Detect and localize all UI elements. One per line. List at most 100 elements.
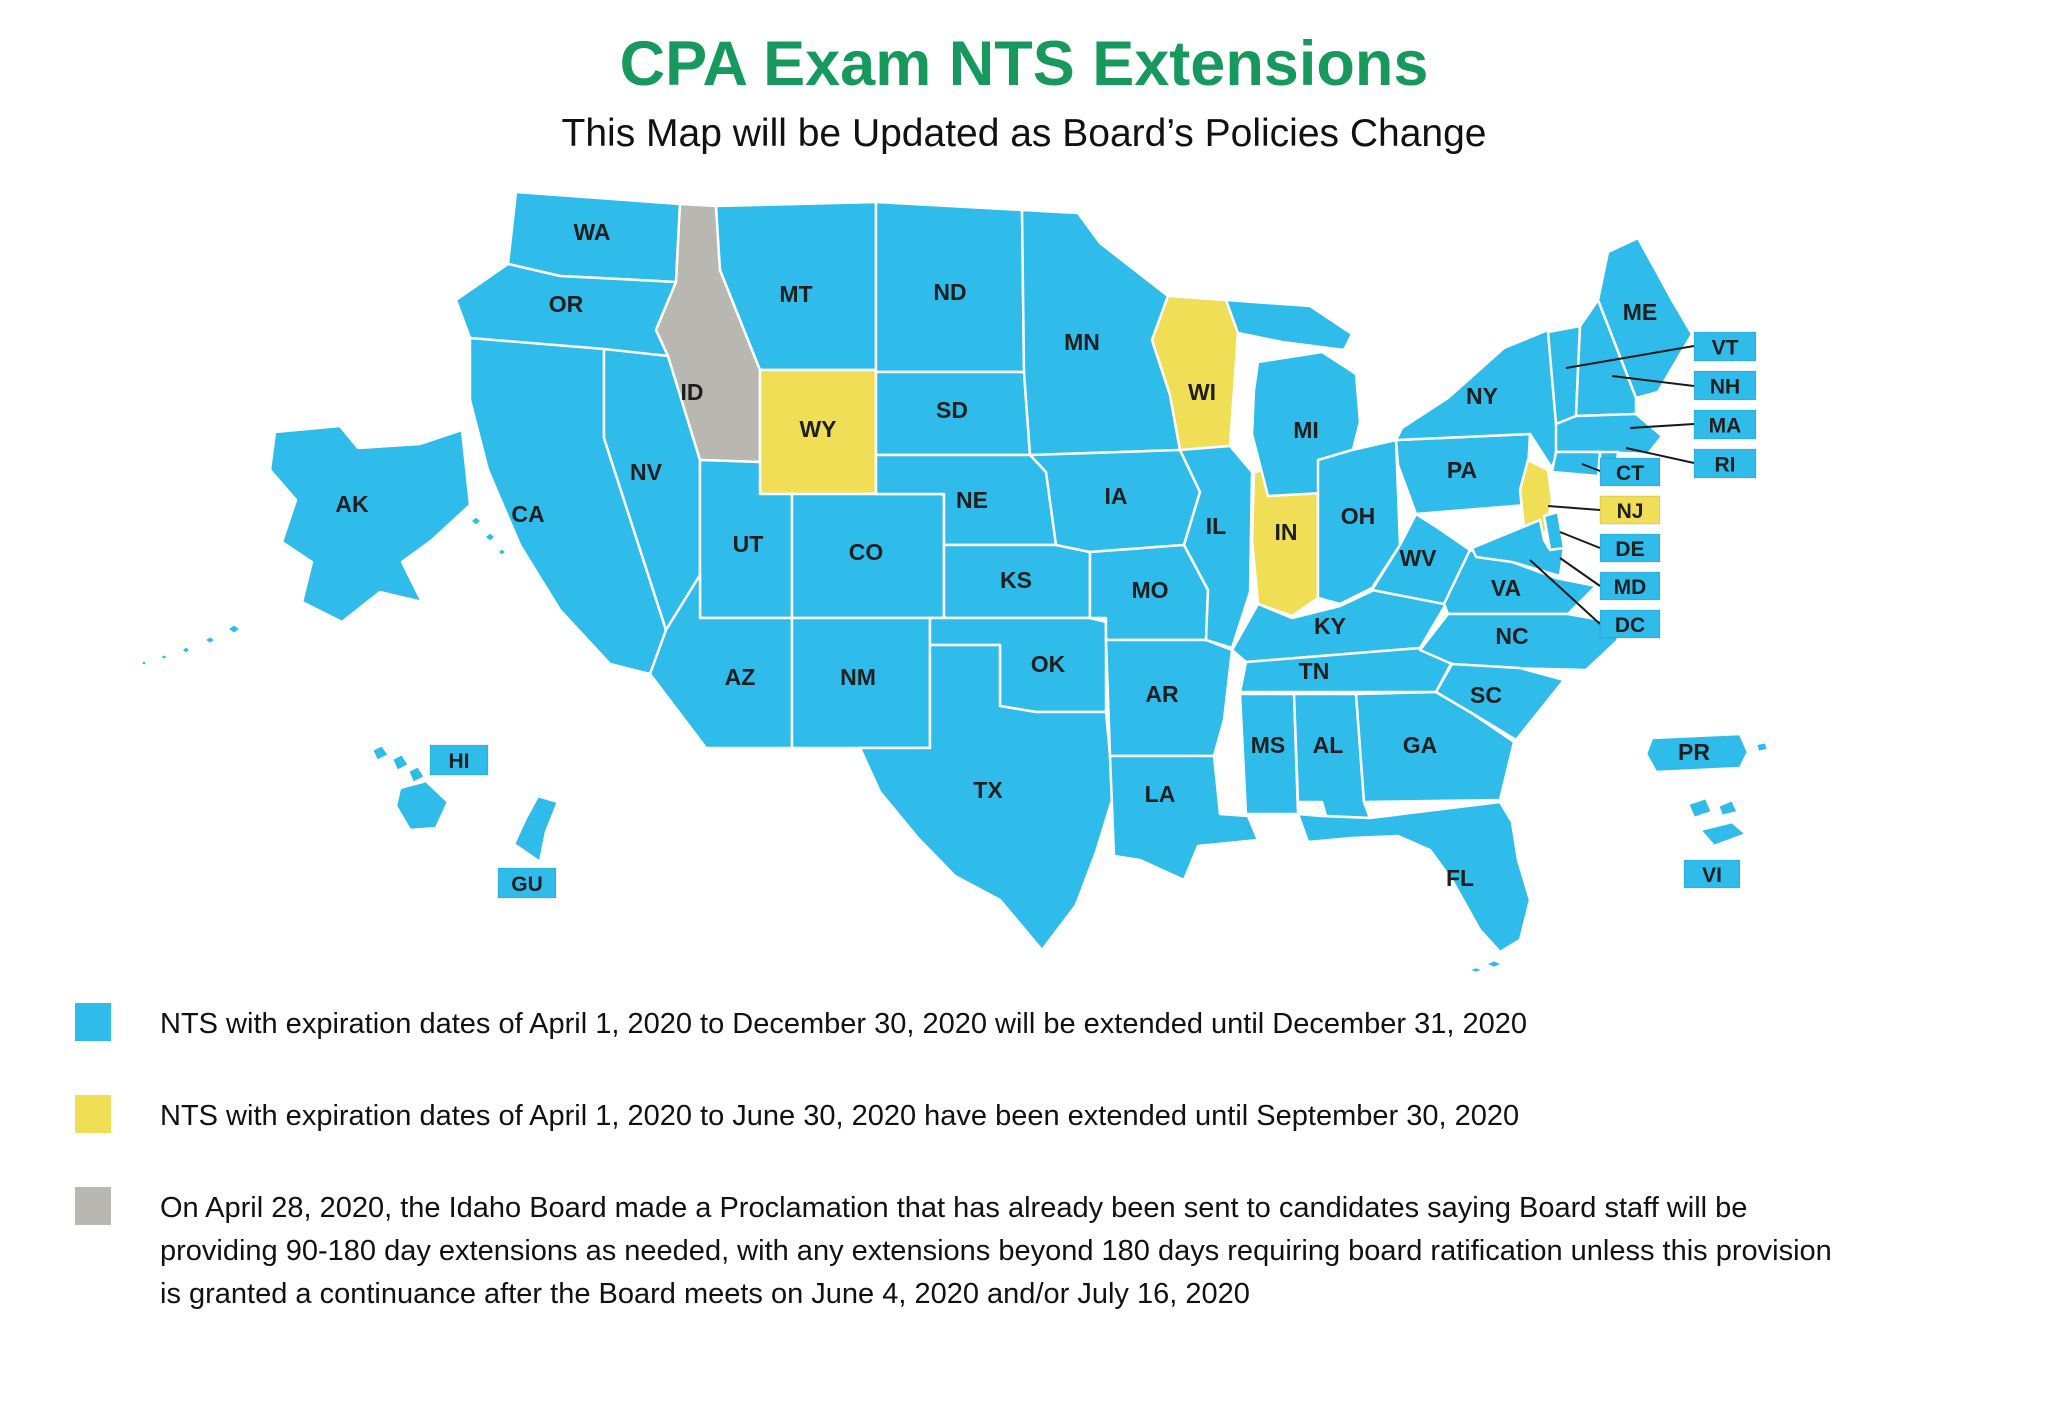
state-label-nv: NV xyxy=(630,459,663,485)
state-pr xyxy=(1644,732,1750,774)
state-label-wi: WI xyxy=(1188,379,1216,405)
callout-box-nj xyxy=(1599,495,1661,525)
callout-box-label-de: DE xyxy=(1615,538,1644,561)
state-label-sd: SD xyxy=(936,397,968,423)
state-label-tn: TN xyxy=(1299,658,1330,684)
state-ct xyxy=(1550,450,1602,478)
state-sc xyxy=(1434,662,1566,742)
state-label-id: ID xyxy=(681,379,704,405)
legend-item-yellow: NTS with expiration dates of April 1, 20… xyxy=(75,1095,1925,1138)
state-md xyxy=(1470,518,1566,578)
state-label-ks: KS xyxy=(1000,567,1032,593)
state-label-ne: NE xyxy=(956,487,988,513)
callout-box-hi xyxy=(429,744,489,776)
callout-box-label-ri: RI xyxy=(1715,454,1736,477)
state-label-ga: GA xyxy=(1403,732,1438,758)
callout-box-ct xyxy=(1599,457,1661,487)
callout-box-vt xyxy=(1693,331,1757,362)
state-vi xyxy=(1686,796,1714,820)
callout-box-gu xyxy=(497,867,557,899)
callout-box-label-ma: MA xyxy=(1709,415,1742,438)
callout-box-label-ct: CT xyxy=(1616,462,1644,485)
callout-box-label-nh: NH xyxy=(1710,376,1740,399)
legend-swatch-yellow xyxy=(75,1095,111,1133)
callout-box-dc xyxy=(1599,609,1661,639)
state-label-ms: MS xyxy=(1251,732,1286,758)
callout-box-md xyxy=(1599,571,1661,601)
state-label-oh: OH xyxy=(1341,503,1376,529)
page-subtitle: This Map will be Updated as Board’s Poli… xyxy=(561,112,1487,155)
callout-line xyxy=(1581,463,1601,472)
callout-line xyxy=(1565,345,1695,369)
state-hi xyxy=(390,752,411,773)
state-label-wa: WA xyxy=(573,219,610,245)
state-label-va: VA xyxy=(1491,575,1521,601)
state-hi xyxy=(370,743,391,763)
state-ak xyxy=(157,652,171,662)
legend-swatch-gray xyxy=(75,1187,111,1225)
callout-box-label-md: MD xyxy=(1614,576,1647,599)
state-label-ca: CA xyxy=(511,501,544,527)
callout-box-ma xyxy=(1693,409,1757,440)
state-tx xyxy=(858,643,1114,952)
state-label-pa: PA xyxy=(1447,457,1477,483)
legend-text: On April 28, 2020, the Idaho Board made … xyxy=(160,1192,1832,1310)
state-label-or: OR xyxy=(549,291,584,317)
legend-text: NTS with expiration dates of April 1, 20… xyxy=(160,1008,1528,1040)
state-mi xyxy=(1224,298,1354,352)
state-label-sc: SC xyxy=(1470,682,1502,708)
state-label-wv: WV xyxy=(1399,545,1437,571)
legend-swatch-blue xyxy=(75,1003,111,1041)
state-vi xyxy=(1698,820,1748,848)
state-label-ak: AK xyxy=(335,491,369,517)
callout-box-nh xyxy=(1693,370,1757,401)
state-label-ia: IA xyxy=(1105,483,1128,509)
state-label-il: IL xyxy=(1206,513,1226,539)
state-ak xyxy=(225,622,243,636)
state-label-ut: UT xyxy=(733,531,764,557)
state-hi xyxy=(406,764,427,785)
state-gu xyxy=(512,794,560,864)
legend-text: NTS with expiration dates of April 1, 20… xyxy=(160,1100,1520,1132)
state-fl xyxy=(1296,800,1532,954)
callout-line xyxy=(1625,447,1695,464)
state-label-pr: PR xyxy=(1678,739,1710,765)
callout-box-de xyxy=(1599,533,1661,563)
callout-line xyxy=(1529,559,1601,625)
callout-box-label-vi: VI xyxy=(1702,864,1722,887)
state-nh xyxy=(1574,298,1638,418)
state-vi xyxy=(1716,798,1740,818)
state-ak xyxy=(138,658,150,668)
legend-item-gray: On April 28, 2020, the Idaho Board made … xyxy=(75,1187,1925,1316)
page-title: CPA Exam NTS Extensions xyxy=(619,29,1429,99)
state-label-mn: MN xyxy=(1064,329,1100,355)
state-label-nm: NM xyxy=(840,664,876,690)
callout-line xyxy=(1547,505,1601,511)
state-label-ky: KY xyxy=(1314,613,1346,639)
callout-box-label-hi: HI xyxy=(449,750,470,773)
state-fl xyxy=(1466,965,1486,975)
callout-box-vi xyxy=(1683,859,1741,889)
state-la xyxy=(1108,754,1260,882)
state-ma xyxy=(1554,412,1664,456)
state-label-mo: MO xyxy=(1131,577,1168,603)
state-label-me: ME xyxy=(1623,299,1658,325)
state-label-la: LA xyxy=(1145,781,1176,807)
state-label-ok: OK xyxy=(1031,651,1066,677)
callout-box-label-gu: GU xyxy=(511,873,543,896)
state-ak xyxy=(482,530,498,544)
callout-box-label-dc: DC xyxy=(1615,614,1645,637)
state-ak xyxy=(268,424,472,624)
state-ak xyxy=(179,644,193,656)
state-label-az: AZ xyxy=(725,664,756,690)
callout-line xyxy=(1629,423,1695,429)
state-label-co: CO xyxy=(849,539,884,565)
legend: NTS with expiration dates of April 1, 20… xyxy=(75,1003,1925,1365)
state-fl xyxy=(1483,958,1505,970)
state-ak xyxy=(202,634,218,646)
state-ak xyxy=(468,514,484,528)
callout-box-ri xyxy=(1693,448,1757,479)
state-label-al: AL xyxy=(1313,732,1344,758)
